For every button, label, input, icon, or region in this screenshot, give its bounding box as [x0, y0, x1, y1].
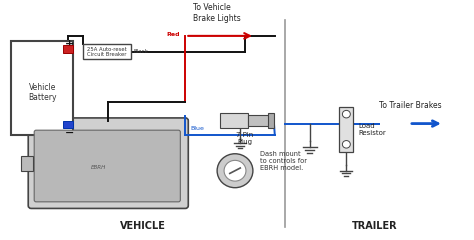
Text: 7 Pin
Plug: 7 Pin Plug: [237, 132, 254, 145]
Bar: [63, 45, 73, 53]
Circle shape: [224, 160, 246, 181]
Text: Ground: Ground: [47, 161, 73, 167]
Bar: [21, 156, 33, 171]
Text: EBRH: EBRH: [91, 165, 106, 170]
Text: Load
Resistor: Load Resistor: [358, 123, 386, 136]
Text: Blue: Blue: [190, 126, 204, 131]
Text: To Trailer Brakes: To Trailer Brakes: [379, 101, 442, 110]
FancyBboxPatch shape: [34, 130, 180, 202]
Text: Black: Black: [134, 49, 148, 54]
Bar: [83, 44, 131, 60]
Circle shape: [217, 154, 253, 188]
Bar: [11, 41, 73, 135]
FancyBboxPatch shape: [28, 118, 188, 208]
Bar: [339, 107, 353, 152]
Text: Vehicle
Battery: Vehicle Battery: [28, 83, 56, 102]
Text: TRAILER: TRAILER: [351, 221, 397, 231]
Circle shape: [342, 110, 350, 118]
Circle shape: [342, 141, 350, 148]
Bar: [248, 115, 270, 126]
Text: Dash mount
to controls for
EBRH model.: Dash mount to controls for EBRH model.: [260, 151, 307, 171]
Text: −: −: [65, 128, 75, 138]
Text: White: White: [131, 133, 146, 138]
Bar: [268, 113, 274, 128]
Bar: [220, 113, 248, 128]
Text: To Vehicle
Brake Lights: To Vehicle Brake Lights: [193, 3, 241, 23]
Text: 25A Auto-reset
Circuit Breaker: 25A Auto-reset Circuit Breaker: [87, 47, 127, 57]
Bar: [63, 121, 73, 128]
Text: +: +: [65, 39, 74, 49]
Text: VEHICLE: VEHICLE: [119, 221, 165, 231]
Text: Red: Red: [167, 31, 180, 36]
